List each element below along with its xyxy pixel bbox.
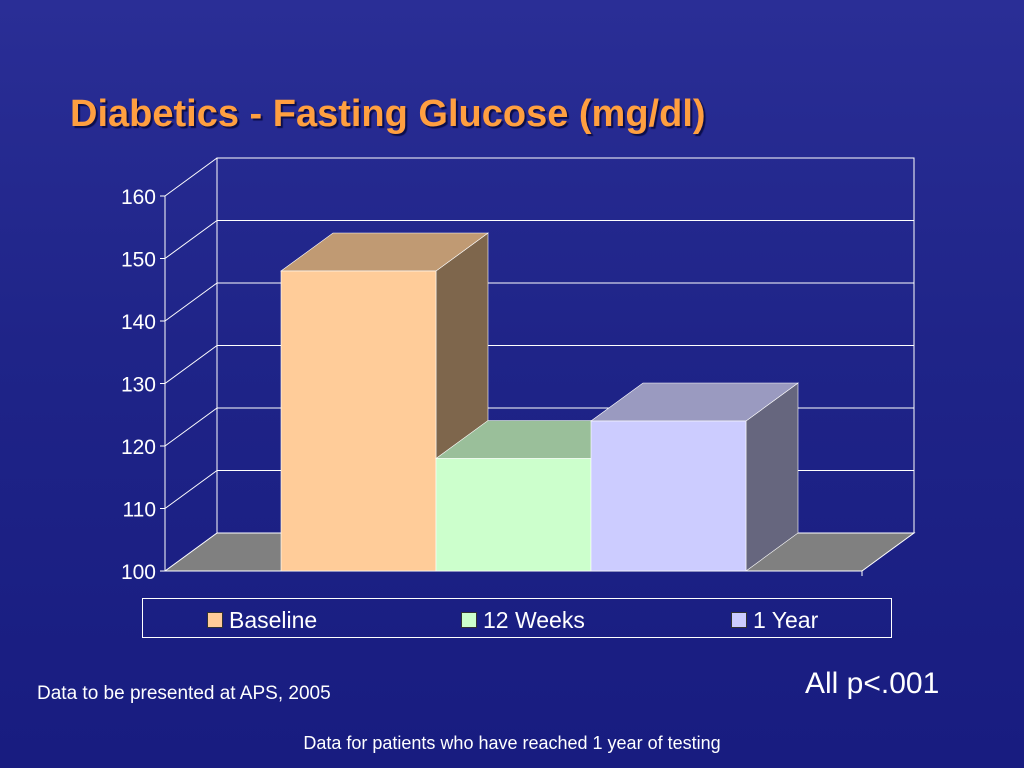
source-note: Data to be presented at APS, 2005 — [37, 683, 331, 704]
gridline-diagonal — [164, 407, 218, 447]
gridline-diagonal — [164, 282, 218, 322]
bar-1-year — [590, 420, 747, 572]
bar-baseline — [280, 270, 437, 572]
legend-swatch-baseline — [207, 612, 223, 628]
bar-12-weeks — [435, 458, 592, 572]
legend-item-baseline: Baseline — [207, 606, 318, 633]
footnote: Data for patients who have reached 1 yea… — [303, 733, 721, 753]
y-tick-label: 110 — [123, 499, 156, 522]
y-tick-label: 130 — [121, 374, 156, 397]
legend-item-12-weeks: 12 Weeks — [461, 606, 585, 633]
legend-item-1-year: 1 Year — [731, 606, 819, 633]
chart-legend: Baseline 12 Weeks 1 Year — [142, 598, 892, 638]
legend-label-12-weeks: 12 Weeks — [483, 606, 585, 633]
gridline-diagonal — [164, 345, 218, 384]
y-tick-label: 100 — [121, 561, 156, 584]
gridline-diagonal — [164, 157, 218, 197]
gridline-diagonal — [164, 220, 218, 259]
significance-note: All p<.001 — [805, 667, 940, 700]
legend-swatch-1-year — [731, 612, 747, 628]
y-tick-label: 150 — [121, 249, 156, 272]
gridline-diagonal — [164, 470, 218, 509]
legend-label-baseline: Baseline — [229, 606, 318, 633]
legend-swatch-12-weeks — [461, 612, 477, 628]
slide-title: Diabetics - Fasting Glucose (mg/dl) — [70, 93, 706, 135]
y-tick-label: 160 — [121, 186, 156, 209]
y-tick-label: 140 — [121, 311, 156, 334]
y-tick-label: 120 — [121, 436, 156, 459]
legend-label-1-year: 1 Year — [753, 606, 819, 633]
